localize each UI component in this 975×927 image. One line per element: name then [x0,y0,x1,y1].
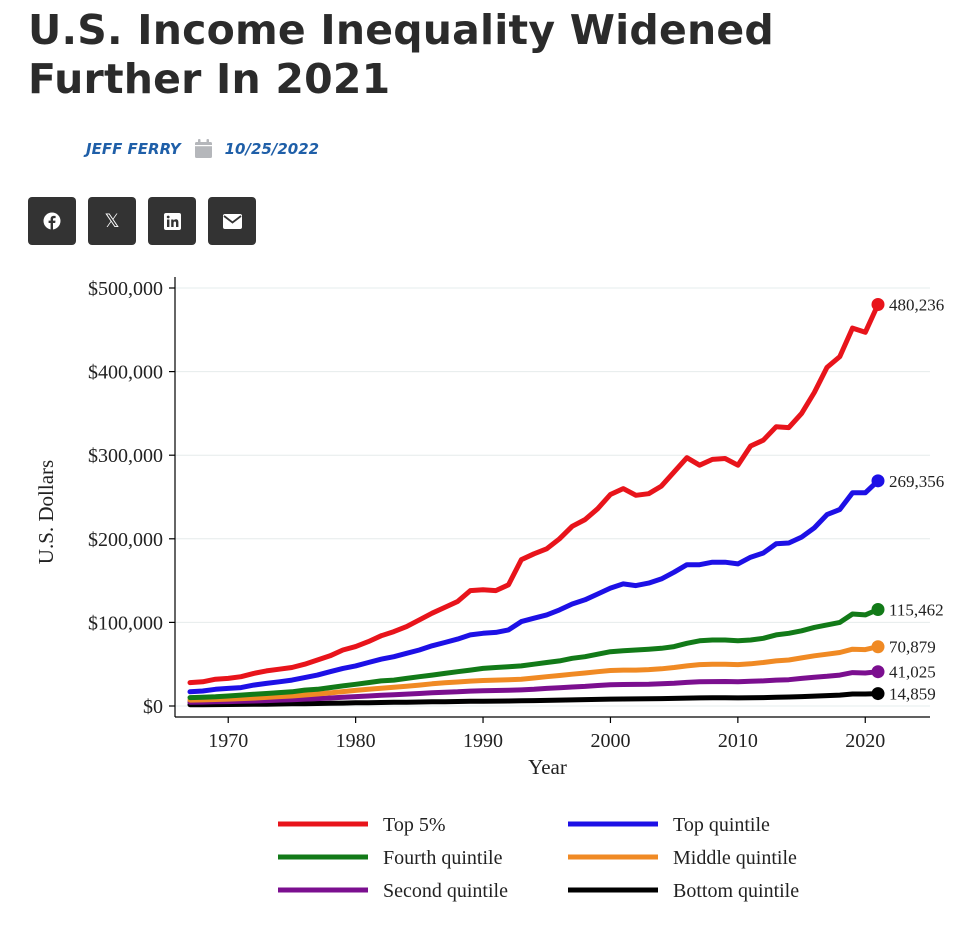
facebook-share-button[interactable] [28,197,76,245]
legend-label: Top quintile [673,814,770,836]
end-value-label: 269,356 [889,472,944,491]
email-icon [222,213,242,229]
series-line [187,691,881,708]
end-point [871,665,885,679]
y-tick-label: $500,000 [88,278,163,300]
legend-label: Second quintile [383,880,508,902]
y-tick-label: $0 [143,696,163,718]
x-share-button[interactable]: 𝕏 [88,197,136,245]
end-value-label: 115,462 [889,600,944,619]
calendar-icon [194,139,212,158]
linkedin-icon [163,212,181,230]
y-tick-label: $400,000 [88,362,163,384]
x-tick-label: 1990 [463,730,503,752]
byline: JEFF FERRY 10/25/2022 [86,139,319,158]
legend-label: Middle quintile [673,847,797,869]
facebook-icon [43,212,61,230]
y-tick-label: $300,000 [88,445,163,467]
series-line [187,669,881,705]
end-value-label: 480,236 [889,296,944,315]
share-buttons: 𝕏 [28,197,256,245]
x-tick-label: 1970 [208,730,248,752]
end-point [871,687,885,701]
end-value-label: 14,859 [889,685,936,704]
y-axis-title: U.S. Dollars [34,460,58,564]
y-tick-label: $200,000 [88,529,163,551]
legend-label: Top 5% [383,814,445,836]
series-line [187,302,881,686]
email-share-button[interactable] [208,197,256,245]
x-axis-title: Year [528,755,567,779]
y-tick-label: $100,000 [88,612,163,634]
x-tick-label: 2010 [718,730,758,752]
end-point [871,602,885,616]
income-chart: $0 $100,000 $200,000 $300,000 $400,000 $500,0… [34,277,944,902]
x-tick-label: 1980 [336,730,376,752]
x-tick-label: 2020 [845,730,885,752]
legend-label: Fourth quintile [383,847,503,869]
legend-label: Bottom quintile [673,880,799,902]
x-icon: 𝕏 [104,210,120,232]
series-line [187,644,881,703]
publish-date: 10/25/2022 [224,139,320,158]
end-value-label: 41,025 [889,663,936,682]
article-title: U.S. Income Inequality Widened Further I… [28,6,774,103]
series-line [187,478,881,695]
end-point [871,640,885,654]
end-value-label: 70,879 [889,638,936,657]
end-point [871,298,885,312]
end-point [871,474,885,488]
series-line [187,607,881,701]
author-link[interactable]: JEFF FERRY [86,139,181,158]
x-tick-label: 2000 [590,730,630,752]
linkedin-share-button[interactable] [148,197,196,245]
